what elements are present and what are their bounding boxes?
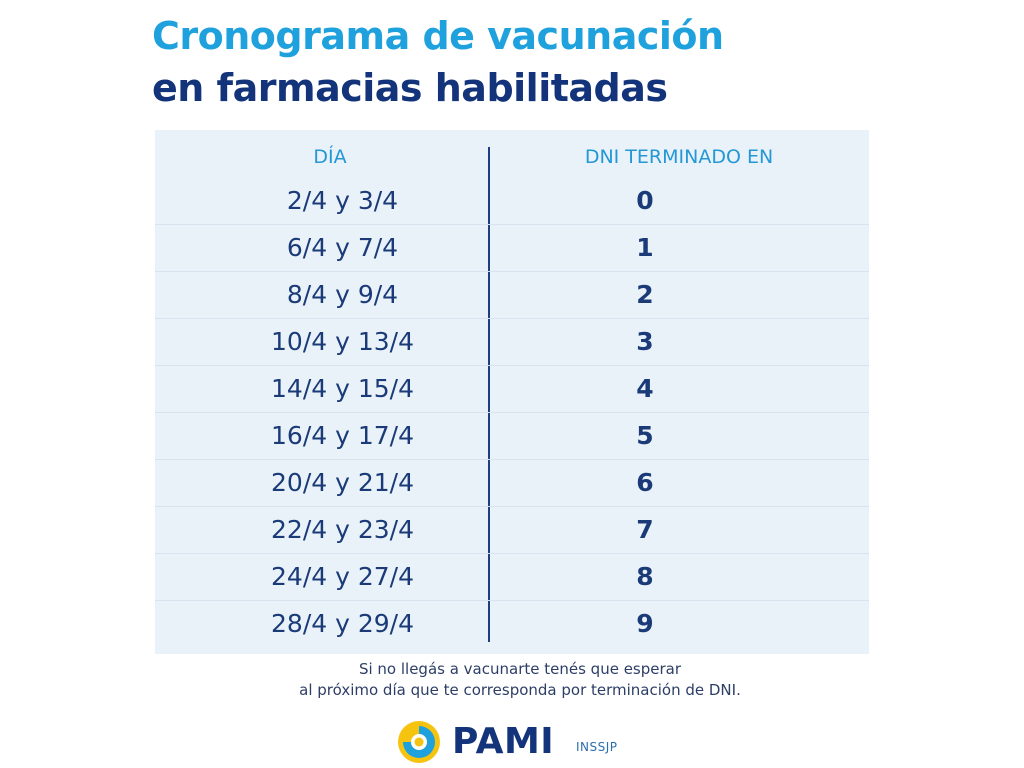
row-date: 2/4 y 3/4 <box>286 186 399 215</box>
title-line-2: en farmacias habilitadas <box>152 66 668 110</box>
table-row: 24/4 y 27/4 8 <box>155 554 869 601</box>
row-dni-digit: 5 <box>636 421 654 450</box>
row-separator <box>155 224 869 225</box>
table-row: 2/4 y 3/4 0 <box>155 178 869 225</box>
column-divider <box>488 147 490 642</box>
table-row: 10/4 y 13/4 3 <box>155 319 869 366</box>
row-date: 22/4 y 23/4 <box>271 515 414 544</box>
row-dni-digit: 8 <box>636 562 654 591</box>
table-row: 20/4 y 21/4 6 <box>155 460 869 507</box>
logo-name: PAMI <box>452 721 555 762</box>
row-date: 20/4 y 21/4 <box>271 468 414 497</box>
pami-logo: PAMI INSSJP <box>398 718 658 764</box>
pami-logo-icon <box>398 721 440 763</box>
row-dni-digit: 4 <box>636 374 654 403</box>
row-date: 16/4 y 17/4 <box>271 421 414 450</box>
row-date: 10/4 y 13/4 <box>271 327 414 356</box>
table-row: 6/4 y 7/4 1 <box>155 225 869 272</box>
table-row: 28/4 y 29/4 9 <box>155 601 869 648</box>
footnote: Si no llegás a vacunarte tenés que esper… <box>230 659 810 701</box>
row-dni-digit: 1 <box>636 233 654 262</box>
row-separator <box>155 318 869 319</box>
row-separator <box>155 271 869 272</box>
row-separator <box>155 553 869 554</box>
footnote-line-2: al próximo día que te corresponda por te… <box>299 681 741 699</box>
table-row: 22/4 y 23/4 7 <box>155 507 869 554</box>
row-date: 6/4 y 7/4 <box>286 233 399 262</box>
row-date: 24/4 y 27/4 <box>271 562 414 591</box>
schedule-table: DÍA DNI TERMINADO EN 2/4 y 3/4 0 6/4 y 7/4… <box>155 130 869 654</box>
row-separator <box>155 459 869 460</box>
row-dni-digit: 2 <box>636 280 654 309</box>
header-day: DÍA <box>313 146 347 168</box>
row-date: 8/4 y 9/4 <box>286 280 399 309</box>
logo-subtitle: INSSJP <box>576 740 618 754</box>
row-dni-digit: 0 <box>636 186 654 215</box>
row-separator <box>155 365 869 366</box>
row-date: 14/4 y 15/4 <box>271 374 414 403</box>
table-row: 14/4 y 15/4 4 <box>155 366 869 413</box>
row-separator <box>155 600 869 601</box>
row-separator <box>155 506 869 507</box>
footnote-line-1: Si no llegás a vacunarte tenés que esper… <box>358 660 682 678</box>
row-separator <box>155 412 869 413</box>
row-dni-digit: 9 <box>636 609 654 638</box>
row-dni-digit: 6 <box>636 468 654 497</box>
table-row: 8/4 y 9/4 2 <box>155 272 869 319</box>
title-line-1: Cronograma de vacunación <box>152 14 724 58</box>
page-title: Cronograma de vacunación en farmacias ha… <box>152 10 724 114</box>
row-dni-digit: 7 <box>636 515 654 544</box>
header-dni: DNI TERMINADO EN <box>584 146 774 168</box>
row-dni-digit: 3 <box>636 327 654 356</box>
table-row: 16/4 y 17/4 5 <box>155 413 869 460</box>
row-date: 28/4 y 29/4 <box>271 609 414 638</box>
